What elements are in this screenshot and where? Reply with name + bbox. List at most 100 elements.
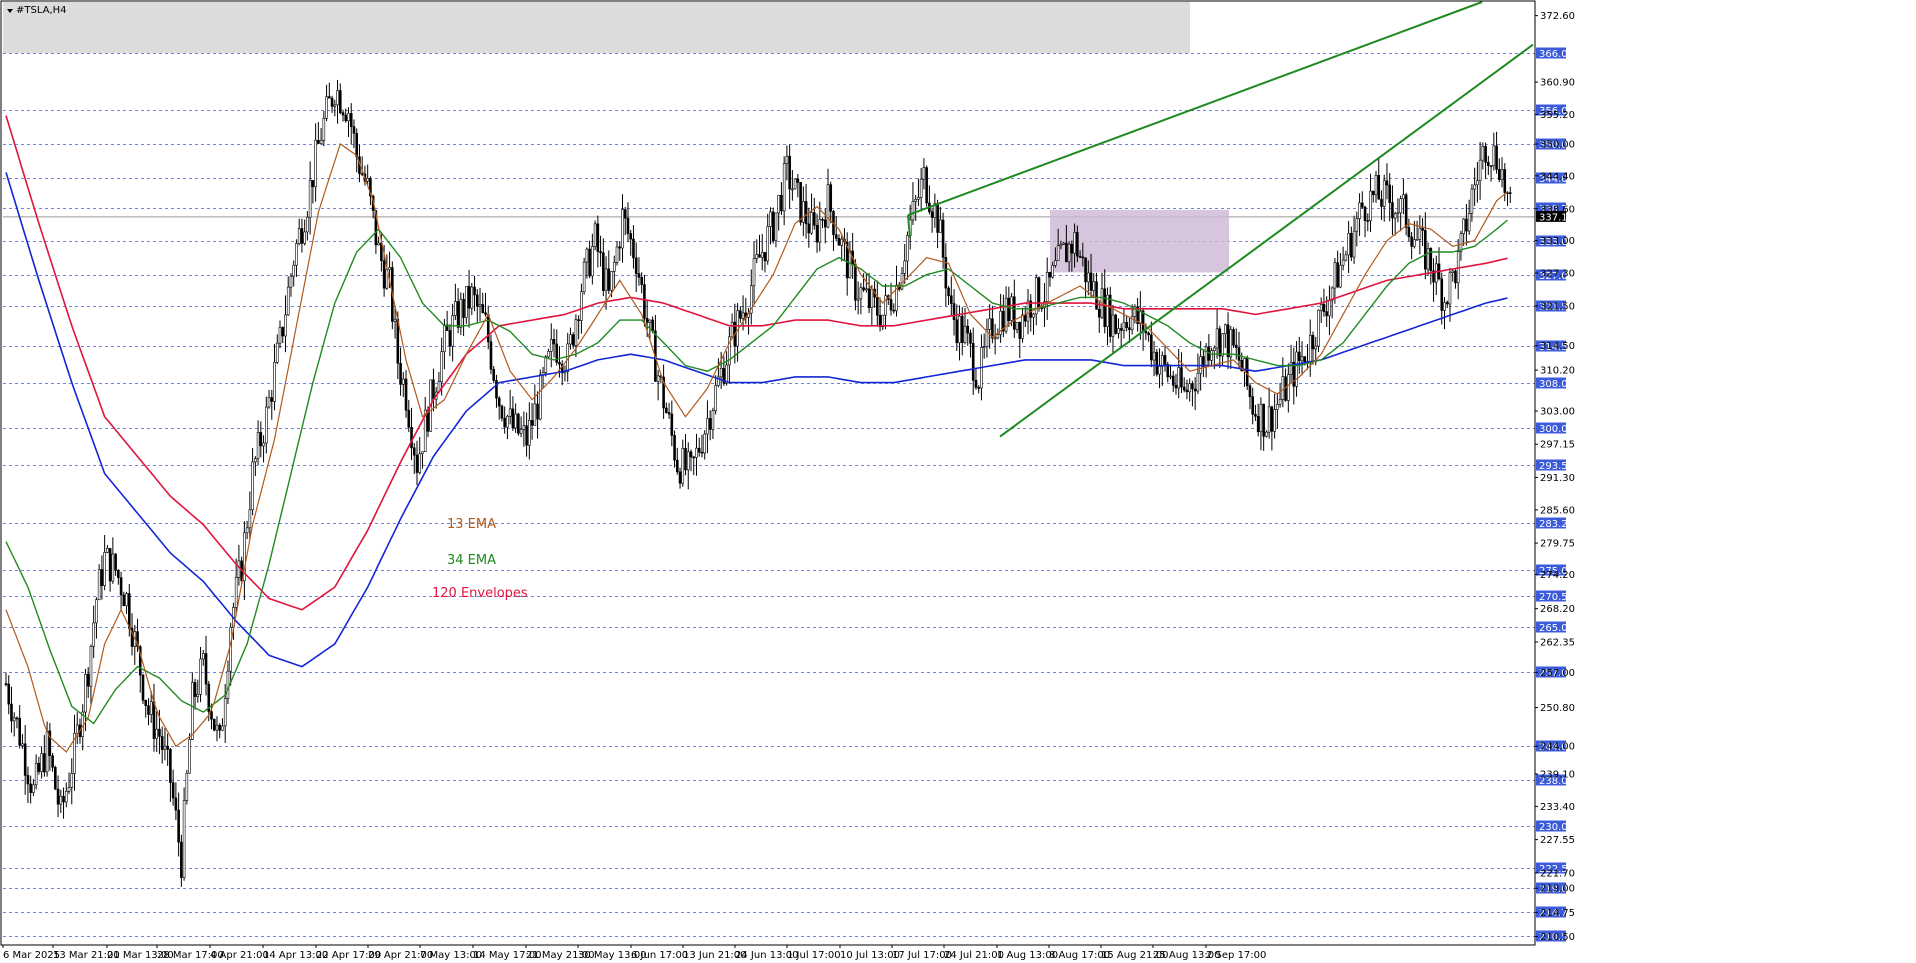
candle-body (349, 113, 353, 127)
candle-body (319, 139, 323, 144)
y-tick-label: 219.00 (1540, 884, 1575, 895)
candle-body (1336, 262, 1339, 288)
candle-body (1180, 367, 1183, 388)
candle-body (1048, 272, 1052, 278)
envelope-lower-line (5, 172, 1508, 668)
candle-body (823, 219, 827, 228)
candle-body (667, 412, 671, 415)
candle-body (1256, 416, 1260, 433)
upper-trendline[interactable] (907, 1, 1483, 216)
price-level-label: 283.25 (1539, 519, 1574, 530)
candle-body (281, 327, 285, 337)
candle-body (1076, 232, 1079, 257)
candle-body (1500, 169, 1504, 180)
candle-body (59, 795, 63, 805)
candle-body (999, 310, 1002, 335)
candle-body (497, 397, 501, 407)
x-tick-label: 6 Mar 2025 (3, 950, 60, 961)
current-price-label: 337.17 (1539, 212, 1574, 223)
candle-body (1004, 297, 1008, 332)
candle-body (895, 284, 898, 312)
candle-body (1451, 270, 1455, 273)
price-level-badge (1536, 517, 1566, 529)
candle-body (985, 329, 989, 347)
candle-body (818, 219, 822, 243)
price-level-badge (1536, 202, 1566, 214)
candle-body (517, 413, 520, 434)
candle-body (308, 180, 312, 218)
candle-body (1410, 236, 1413, 247)
candle-body (45, 730, 49, 773)
candle-body (1369, 190, 1372, 221)
candle-body (440, 351, 443, 383)
candle-body (582, 261, 586, 293)
candle-body (1489, 165, 1493, 167)
candle-body (1051, 265, 1054, 278)
candle-body (12, 717, 16, 722)
candle-body (1424, 230, 1427, 270)
y-tick-label: 291.30 (1540, 473, 1575, 484)
candle-body (889, 299, 893, 311)
candle-body (788, 155, 791, 190)
x-tick-label: 10 Jul 13:00 (840, 950, 900, 961)
candle-body (243, 532, 246, 582)
candle-body (996, 334, 1000, 339)
candle-body (1259, 403, 1263, 433)
candle-body (686, 451, 690, 471)
candle-body (1319, 303, 1323, 311)
candle-body (700, 451, 704, 454)
candle-body (1470, 188, 1474, 214)
lower-trendline[interactable] (999, 43, 1534, 438)
candle-body (1314, 345, 1318, 350)
candle-body (322, 118, 326, 141)
candle-body (870, 288, 874, 309)
candle-body (574, 319, 578, 346)
candle-body (807, 223, 811, 234)
candle-body (944, 257, 948, 289)
candle-body (769, 211, 772, 227)
candle-body (914, 199, 917, 202)
x-tick-label: 24 Jul 21:00 (944, 950, 1004, 961)
candle-body (1465, 218, 1468, 232)
price-level-badge (1536, 740, 1566, 752)
candle-body (593, 223, 597, 247)
chart-menu-icon[interactable] (7, 9, 13, 13)
candle-body (470, 286, 474, 309)
x-tick-label: 14 Apr 13:00 (263, 950, 328, 961)
candle-body (1393, 213, 1397, 219)
price-level-badge (1536, 235, 1566, 247)
candle-body (275, 342, 279, 363)
candle-body (525, 425, 528, 446)
candle-body (1503, 169, 1507, 193)
candle-body (1139, 310, 1142, 325)
candle-body (215, 724, 219, 731)
candle-body (196, 694, 200, 697)
candle-body (829, 184, 833, 212)
candle-body (229, 627, 232, 672)
candle-body (881, 314, 885, 328)
candle-body (352, 126, 356, 134)
price-level-label: 275.00 (1539, 566, 1574, 577)
candle-body (602, 252, 605, 291)
candle-body (722, 368, 726, 384)
candle-body (492, 369, 496, 381)
candle-body (1363, 206, 1367, 221)
x-tick-label: 30 May 13:00 (578, 950, 647, 961)
candle-body (837, 237, 841, 246)
candle-body (665, 407, 668, 413)
candle-body (804, 201, 808, 225)
candle-body (1350, 233, 1353, 258)
price-level-label: 300.00 (1539, 424, 1574, 435)
candle-body (1322, 303, 1326, 312)
price-level-badge (1536, 906, 1566, 918)
candle-body (21, 743, 24, 746)
candle-body (1281, 376, 1285, 400)
candle-body (473, 286, 476, 296)
candle-body (741, 312, 745, 319)
x-tick-label: 29 Apr 21:00 (368, 950, 433, 961)
candle-body (248, 509, 252, 529)
candle-body (1237, 347, 1241, 361)
price-level-badge (1536, 422, 1566, 434)
y-tick-label: 344.40 (1540, 171, 1575, 182)
